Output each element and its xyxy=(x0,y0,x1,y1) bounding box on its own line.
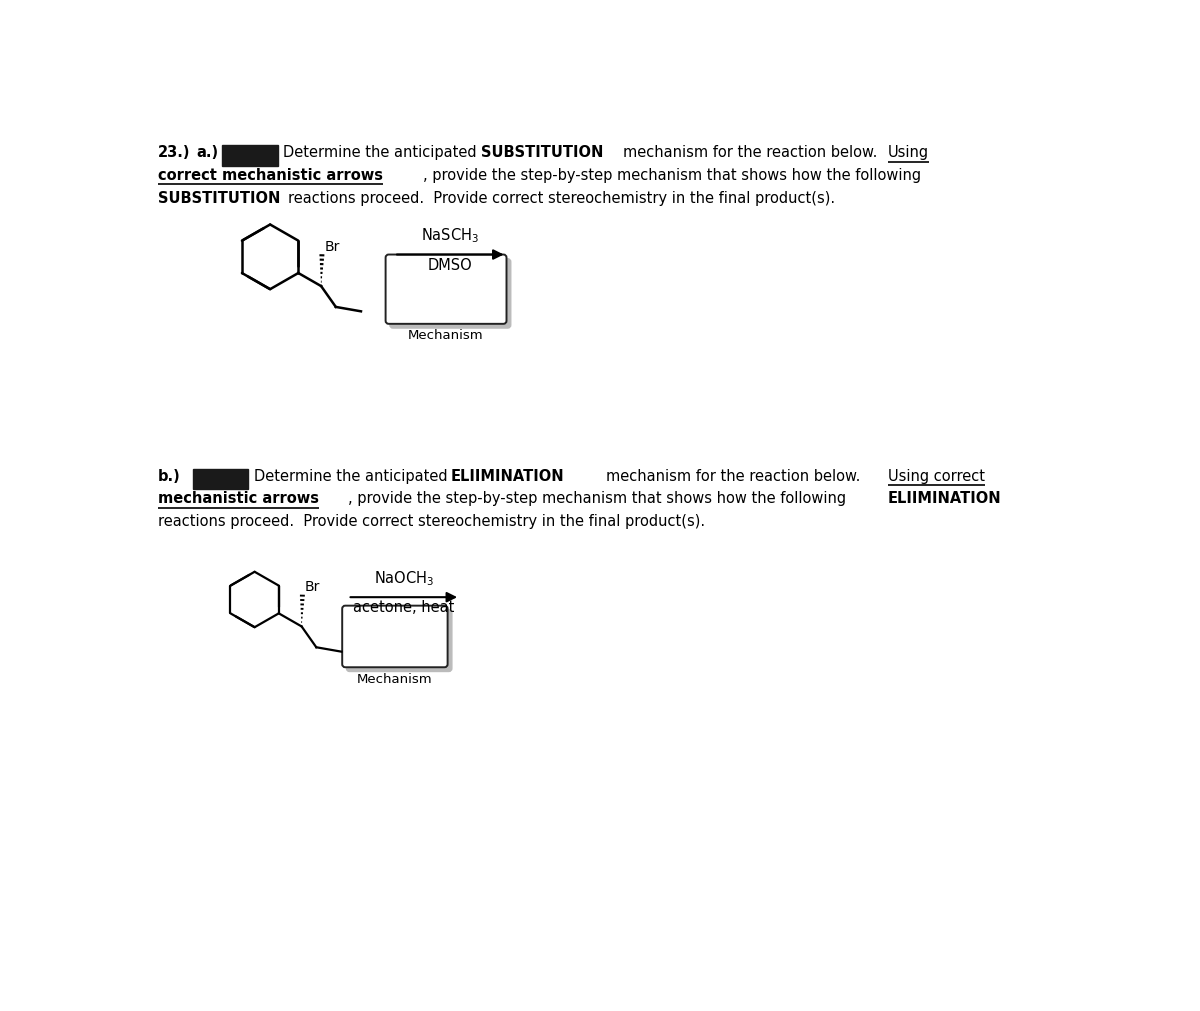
Text: reactions proceed.  Provide correct stereochemistry in the final product(s).: reactions proceed. Provide correct stere… xyxy=(157,514,704,529)
Text: NaOCH$_3$: NaOCH$_3$ xyxy=(373,569,434,588)
Text: ELIIMINATION: ELIIMINATION xyxy=(888,491,1002,507)
Text: Determine the anticipated: Determine the anticipated xyxy=(254,468,448,483)
Text: Determine the anticipated: Determine the anticipated xyxy=(283,146,476,160)
Text: DMSO: DMSO xyxy=(428,258,473,273)
Text: ELIIMINATION: ELIIMINATION xyxy=(451,468,564,483)
Text: SUBSTITUTION: SUBSTITUTION xyxy=(157,191,280,205)
Text: Mechanism: Mechanism xyxy=(358,672,433,685)
Text: mechanism for the reaction below.: mechanism for the reaction below. xyxy=(623,146,877,160)
FancyBboxPatch shape xyxy=(347,610,452,671)
Text: a.): a.) xyxy=(197,146,218,160)
Text: mechanistic arrows: mechanistic arrows xyxy=(157,491,319,507)
FancyBboxPatch shape xyxy=(222,146,278,166)
Text: Using correct: Using correct xyxy=(888,468,985,483)
Text: correct mechanistic arrows: correct mechanistic arrows xyxy=(157,168,383,183)
Text: Br: Br xyxy=(324,240,340,254)
Text: , provide the step-by-step mechanism that shows how the following: , provide the step-by-step mechanism tha… xyxy=(348,491,846,507)
FancyBboxPatch shape xyxy=(385,255,506,324)
Text: Br: Br xyxy=(305,580,320,594)
FancyBboxPatch shape xyxy=(193,468,248,489)
Text: SUBSTITUTION: SUBSTITUTION xyxy=(481,146,604,160)
Text: acetone, heat: acetone, heat xyxy=(353,601,455,616)
Text: b.): b.) xyxy=(157,468,180,483)
Text: , provide the step-by-step mechanism that shows how the following: , provide the step-by-step mechanism tha… xyxy=(422,168,920,183)
FancyBboxPatch shape xyxy=(390,259,511,328)
Text: 23.): 23.) xyxy=(157,146,191,160)
Text: mechanism for the reaction below.: mechanism for the reaction below. xyxy=(606,468,860,483)
FancyBboxPatch shape xyxy=(342,606,448,667)
Text: NaSCH$_3$: NaSCH$_3$ xyxy=(421,225,480,245)
Text: Using: Using xyxy=(888,146,929,160)
Text: Mechanism: Mechanism xyxy=(408,330,484,342)
Text: reactions proceed.  Provide correct stereochemistry in the final product(s).: reactions proceed. Provide correct stere… xyxy=(288,191,835,205)
